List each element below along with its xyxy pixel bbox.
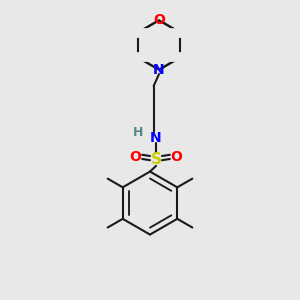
Text: N: N <box>150 131 162 145</box>
Text: O: O <box>153 14 165 27</box>
Text: O: O <box>170 150 182 164</box>
Text: S: S <box>151 152 161 167</box>
Text: O: O <box>130 150 142 164</box>
Text: H: H <box>133 126 143 139</box>
Text: N: N <box>153 63 165 76</box>
